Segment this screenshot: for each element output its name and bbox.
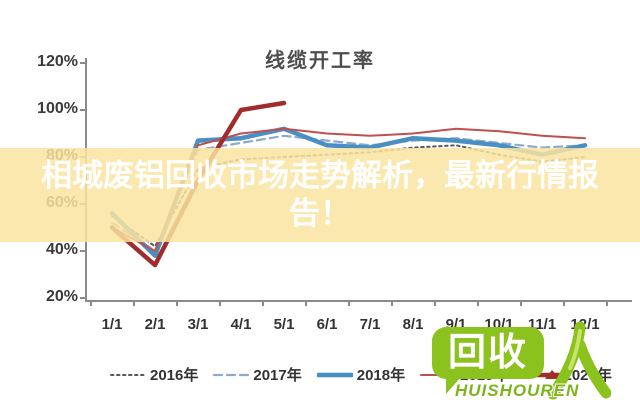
recycle-bubble-icon: 回收 — [432, 327, 544, 379]
x-tick-label: 8/1 — [402, 316, 424, 333]
chart-title: 线缆开工率 — [265, 50, 375, 72]
huishouren-logo: 回收 HUISHOUREN — [425, 315, 615, 400]
legend-item: 2016年 — [110, 364, 198, 385]
bubble-tail-icon — [446, 377, 461, 394]
brand-text: HUISHOUREN — [455, 381, 580, 400]
person-icon — [547, 321, 611, 400]
headline-text: 相城废铝回收市场走势解析，最新行情报告！ — [41, 158, 599, 231]
legend-label: 2017年 — [253, 367, 302, 384]
legend-label: 2016年 — [150, 367, 199, 384]
y-tick-label: 40% — [45, 241, 78, 258]
legend-swatch — [213, 373, 250, 376]
x-tick-label: 6/1 — [316, 316, 338, 333]
legend-swatch — [316, 372, 353, 377]
y-tick-label: 20% — [45, 288, 78, 305]
x-tick-label: 4/1 — [230, 316, 252, 333]
headline-banner: 相城废铝回收市场走势解析，最新行情报告！ — [0, 148, 640, 242]
x-tick-label: 7/1 — [359, 316, 381, 333]
bubble-text: 回收 — [447, 332, 528, 374]
legend-item: 2017年 — [213, 364, 302, 385]
y-tick-label: 120% — [37, 53, 78, 70]
x-tick-label: 3/1 — [187, 316, 209, 333]
y-tick-label: 100% — [37, 100, 78, 117]
legend-swatch — [110, 373, 146, 376]
x-tick-label: 1/1 — [101, 316, 123, 333]
legend-item: 2018年 — [316, 364, 406, 385]
legend-label: 2018年 — [356, 367, 406, 384]
x-tick-label: 5/1 — [273, 316, 295, 333]
x-tick-label: 2/1 — [144, 316, 166, 333]
